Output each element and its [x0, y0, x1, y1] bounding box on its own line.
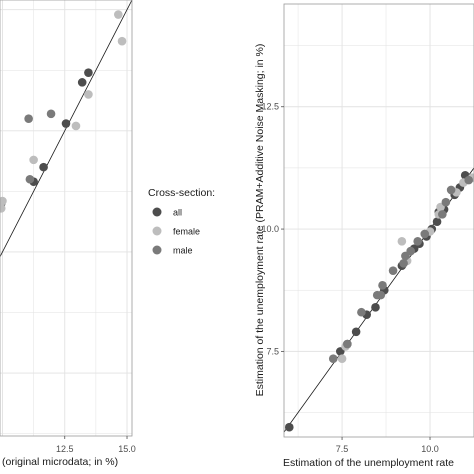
p2-point-male: [438, 210, 447, 219]
left-reference-line: [0, 0, 133, 257]
p2-ytick-label: 12.5: [261, 102, 279, 112]
p2-point-all: [371, 303, 380, 312]
p2-point-female: [397, 236, 407, 246]
p2-point-male: [372, 290, 382, 300]
left-scatter-panel: 12.5 15.0 (original microdata; in %): [0, 0, 136, 468]
p1-point-female: [117, 36, 127, 46]
legend-label-female: female: [173, 227, 200, 237]
p1-point-female: [114, 10, 123, 19]
p1-point-all: [84, 68, 93, 77]
p1-point-all: [77, 78, 87, 87]
p1-xtick-label: 12.5: [56, 444, 74, 454]
left-panel-border: [0, 0, 133, 437]
left-panel-grid: [0, 0, 132, 436]
p2-point-male: [399, 259, 408, 268]
legend-swatch-female: [152, 226, 162, 236]
right-y-axis-title: Estimation of the unemployment rate (PRA…: [254, 44, 266, 397]
p2-point-female: [337, 354, 347, 364]
p2-xtick-label: 7.5: [336, 444, 349, 454]
right-scatter-panel: Estimation of the unemployment rate (PRA…: [254, 3, 474, 469]
p2-point-male: [464, 175, 474, 185]
p2-point-male: [328, 354, 338, 364]
p2-point-male: [378, 281, 387, 290]
p2-xtick-label: 10.0: [421, 444, 439, 454]
legend-swatch-male: [152, 245, 162, 255]
p1-point-female: [29, 155, 38, 165]
p2-ytick-label: 7.5: [266, 346, 279, 356]
p1-point-female: [0, 204, 6, 213]
p1-point-male: [24, 114, 33, 123]
left-panel-points: [0, 10, 127, 213]
p2-point-all: [351, 327, 361, 337]
right-panel-grid: [284, 4, 474, 437]
p2-point-male: [388, 266, 398, 275]
p2-point-all: [284, 422, 294, 432]
p2-point-male: [357, 307, 366, 317]
legend: Cross-section: all female male: [148, 187, 215, 256]
p1-point-female: [84, 90, 93, 99]
p2-point-male: [401, 251, 410, 261]
legend-title: Cross-section:: [148, 187, 215, 199]
p1-point-male: [25, 174, 35, 184]
p2-ytick-label: 10.0: [261, 224, 279, 234]
p2-point-male: [413, 236, 423, 246]
left-x-axis-title: (original microdata; in %): [2, 456, 118, 468]
legend-label-male: male: [173, 246, 193, 256]
legend-label-all: all: [173, 208, 182, 218]
p1-point-all: [39, 162, 48, 172]
p2-point-male: [343, 339, 352, 349]
p2-point-male: [420, 229, 430, 239]
p1-point-female: [71, 121, 81, 131]
right-panel-points: [284, 170, 474, 432]
left-panel-background: [0, 0, 132, 436]
right-x-ticks: 7.5 10.0: [336, 437, 439, 454]
right-panel-border: [283, 3, 474, 438]
p1-point-female: [0, 196, 7, 206]
p1-xtick-label: 15.0: [118, 444, 136, 454]
right-y-ticks: 7.5 10.0 12.5: [261, 102, 284, 356]
p1-point-all: [61, 119, 71, 128]
legend-swatch-all: [152, 207, 162, 217]
p2-point-male: [446, 185, 456, 195]
left-x-ticks: 12.5 15.0: [56, 436, 136, 454]
right-x-axis-title: Estimation of the unemployment rate: [283, 457, 454, 469]
p2-point-male: [441, 197, 451, 207]
right-panel-background: [284, 4, 474, 437]
p1-point-male: [46, 109, 56, 119]
p2-point-all: [432, 217, 442, 227]
